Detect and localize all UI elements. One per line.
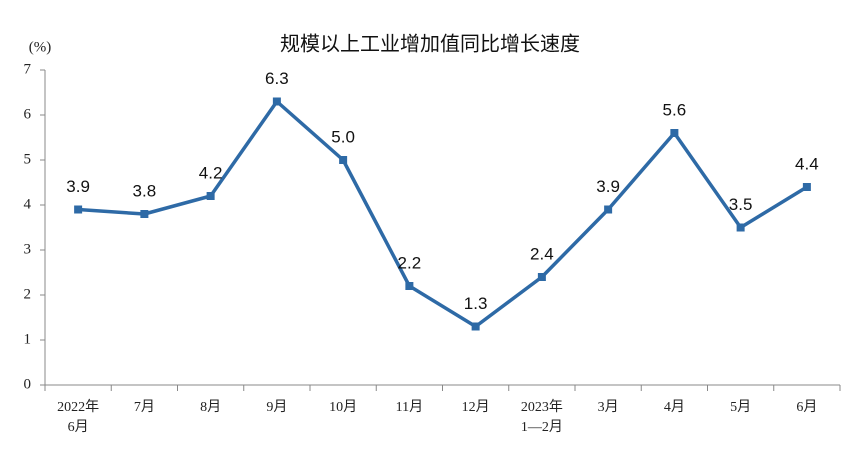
x-tick-label: 12月 (461, 400, 490, 415)
y-tick-label: 7 (24, 61, 32, 77)
data-label: 3.5 (729, 195, 753, 214)
marker (405, 282, 414, 290)
y-tick-label: 3 (24, 241, 32, 257)
marker (537, 273, 546, 281)
x-tick-label: 2023年 1—2月 (520, 400, 563, 435)
data-label: 5.0 (331, 127, 355, 146)
y-tick-label: 4 (24, 196, 32, 212)
marker (471, 322, 480, 331)
y-axis-label: (%) (29, 39, 52, 55)
x-tick-label: 11月 (395, 400, 424, 415)
x-tick-label: 3月 (597, 400, 619, 415)
x-tick-label: 6月 (796, 400, 818, 415)
data-label: 3.9 (66, 177, 90, 196)
y-tick-label: 6 (24, 106, 32, 122)
data-label: 4.2 (199, 163, 223, 182)
data-label: 5.6 (663, 100, 687, 119)
marker (206, 192, 215, 200)
marker (272, 97, 281, 106)
data-label: 2.2 (398, 253, 422, 272)
data-label: 2.4 (530, 244, 554, 263)
marker (802, 183, 811, 191)
chart-title: 规模以上工业增加值同比增长速度 (280, 32, 580, 56)
data-label: 4.4 (795, 154, 819, 173)
marker (140, 210, 149, 218)
y-tick-label: 2 (24, 286, 32, 302)
marker (339, 156, 348, 164)
marker (736, 223, 745, 232)
y-tick-label: 1 (24, 331, 32, 347)
marker (74, 205, 83, 214)
line (78, 99, 808, 329)
data-label: 1.3 (464, 294, 488, 313)
marker (670, 129, 679, 137)
marker (604, 205, 613, 214)
x-tick-label: 4月 (663, 400, 685, 415)
x-tick-label: 2022年 6月 (57, 400, 100, 435)
data-label: 3.9 (596, 177, 620, 196)
data-label: 6.3 (265, 69, 289, 88)
x-tick-label: 9月 (266, 400, 288, 415)
y-tick-label: 5 (24, 151, 32, 167)
data-label: 3.8 (133, 181, 157, 200)
x-tick-label: 5月 (730, 400, 752, 415)
x-tick-label: 10月 (329, 400, 358, 415)
y-tick-label: 0 (24, 376, 32, 392)
x-tick-label: 7月 (133, 400, 155, 415)
x-tick-label: 8月 (200, 400, 222, 415)
